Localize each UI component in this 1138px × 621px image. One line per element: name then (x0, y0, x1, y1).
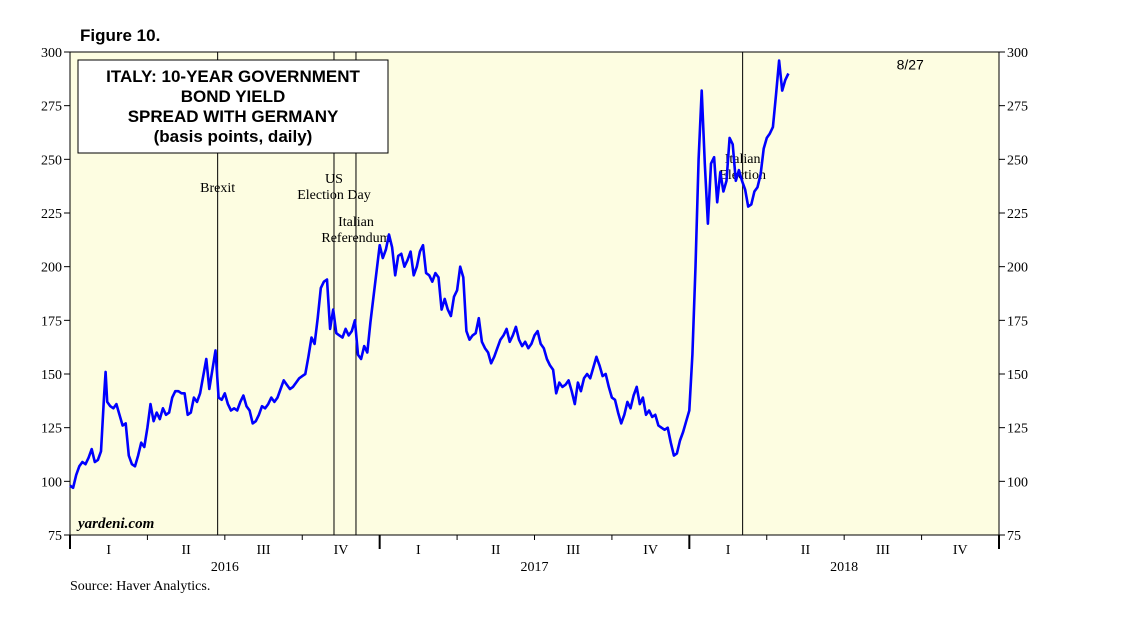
quarter-label: IV (953, 543, 968, 558)
event-label: Italian (338, 215, 374, 230)
y-tick-label-left: 300 (41, 46, 62, 61)
quarter-label: IV (643, 543, 658, 558)
y-tick-label-right: 150 (1007, 368, 1028, 383)
quarter-label: II (181, 543, 191, 558)
chart-title-line-2: BOND YIELD (181, 87, 286, 106)
chart-title-box: ITALY: 10-YEAR GOVERNMENT BOND YIELD SPR… (77, 59, 389, 154)
y-tick-label-left: 250 (41, 153, 62, 168)
y-tick-label-left: 75 (48, 529, 62, 544)
right-axis: 75 100 125 150 175 200 225 250 275 300 (999, 46, 1028, 544)
left-axis: 75 100 125 150 175 200 225 250 275 300 (41, 46, 70, 544)
year-label: 2017 (521, 560, 549, 575)
y-tick-label-right: 100 (1007, 475, 1028, 490)
y-tick-label-right: 75 (1007, 529, 1021, 544)
chart-subtitle: (basis points, daily) (154, 127, 313, 146)
quarter-label: IV (334, 543, 349, 558)
quarter-label: I (106, 543, 111, 558)
event-label: Election Day (297, 188, 370, 203)
y-tick-label-left: 225 (41, 207, 62, 222)
quarter-label: II (801, 543, 811, 558)
y-tick-label-right: 125 (1007, 422, 1028, 437)
quarter-label: II (491, 543, 501, 558)
y-tick-label-left: 150 (41, 368, 62, 383)
event-label: US (325, 172, 343, 187)
year-label: 2016 (211, 560, 239, 575)
event-label: Election (719, 168, 766, 183)
y-tick-label-right: 275 (1007, 100, 1028, 115)
y-tick-label-left: 200 (41, 261, 62, 276)
y-tick-label-right: 175 (1007, 314, 1028, 329)
y-tick-label-left: 100 (41, 475, 62, 490)
end-date-label: 8/27 (897, 57, 924, 73)
y-tick-label-left: 125 (41, 422, 62, 437)
chart-title-line-3: SPREAD WITH GERMANY (128, 107, 339, 126)
series-line-italy-spread (69, 59, 790, 490)
figure-label: Figure 10. (80, 26, 160, 45)
watermark: yardeni.com (76, 516, 154, 532)
chart-title-line-1: ITALY: 10-YEAR GOVERNMENT (106, 67, 360, 86)
event-label: Brexit (200, 181, 235, 196)
source-note: Source: Haver Analytics. (70, 579, 210, 594)
quarter-label: I (726, 543, 731, 558)
year-label: 2018 (830, 560, 858, 575)
y-tick-label-right: 225 (1007, 207, 1028, 222)
event-label: Italian (725, 152, 761, 167)
y-tick-label-right: 200 (1007, 261, 1028, 276)
y-tick-label-right: 300 (1007, 46, 1028, 61)
quarter-label: III (566, 543, 580, 558)
quarter-label: III (257, 543, 271, 558)
quarter-label: I (416, 543, 421, 558)
y-tick-label-left: 175 (41, 314, 62, 329)
event-label: Referendum (321, 231, 390, 246)
quarter-label: III (876, 543, 890, 558)
y-tick-label-right: 250 (1007, 153, 1028, 168)
y-tick-label-left: 275 (41, 100, 62, 115)
